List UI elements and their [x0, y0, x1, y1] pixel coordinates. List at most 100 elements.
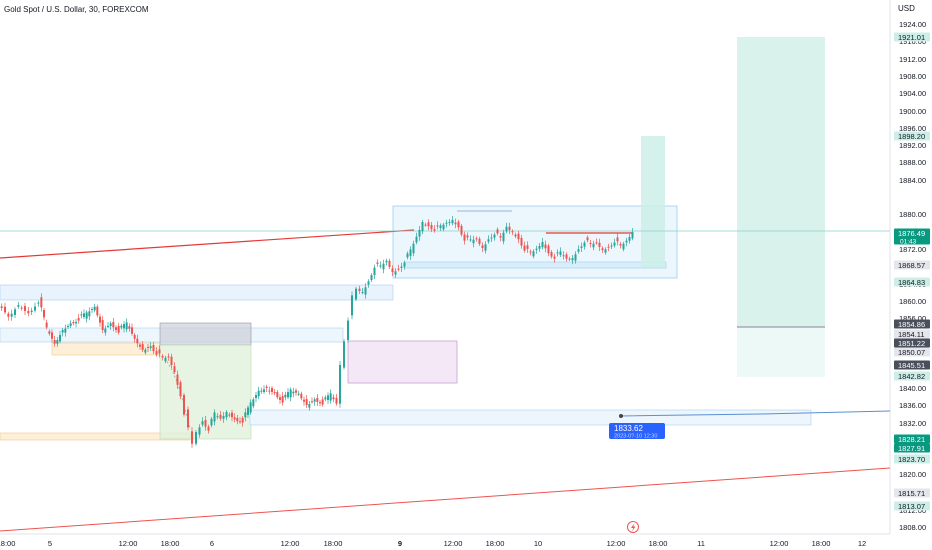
candlesticks[interactable]	[0, 216, 634, 448]
candle-body	[604, 249, 607, 253]
zone-blue-lower[interactable]	[249, 409, 812, 426]
price-badge: 1864.83	[894, 277, 930, 287]
x-tick-label: 12:00	[444, 539, 463, 548]
candle-body	[136, 338, 139, 344]
candle-body	[592, 243, 595, 248]
candle-body	[77, 318, 80, 321]
candle-body	[152, 345, 155, 352]
candle-body	[511, 231, 514, 233]
price-badge-label: 1827.91	[898, 444, 925, 453]
candle-body	[586, 237, 589, 241]
candle-body	[10, 313, 13, 317]
zone-blue-upper[interactable]	[0, 284, 394, 301]
y-tick-label: 1904.00	[899, 89, 926, 98]
y-tick-label: 1924.00	[899, 20, 926, 29]
range-box-inner[interactable]	[403, 261, 667, 269]
candle-body	[149, 346, 152, 348]
candle-body	[562, 255, 565, 257]
candle-body	[56, 340, 59, 344]
trend-lines	[0, 210, 891, 532]
candle-body	[133, 335, 136, 339]
candle-body	[213, 412, 216, 422]
candle-body	[187, 409, 189, 428]
price-badge-label: 1845.51	[898, 361, 925, 370]
x-tick-label: 6	[210, 539, 214, 548]
candle-body	[508, 226, 511, 230]
candle-body	[484, 244, 487, 251]
price-scale[interactable]	[890, 0, 932, 550]
price-annotation[interactable]: 1833.62 2023-0?-10 12:30	[609, 423, 665, 440]
candle-body	[397, 268, 400, 270]
candle-body	[85, 312, 88, 319]
candle-body	[83, 313, 85, 317]
candle-body	[161, 356, 164, 358]
chart-title: Gold Spot / U.S. Dollar, 30, FOREXCOM	[4, 5, 149, 14]
candle-body	[324, 397, 327, 400]
price-badge-label: 1854.11	[898, 330, 925, 339]
y-tick-label: 1896.00	[899, 124, 926, 133]
candle-body	[547, 245, 550, 254]
trend-line-lower[interactable]	[0, 467, 891, 532]
candle-body	[616, 237, 619, 242]
candle-body	[219, 414, 222, 419]
y-tick-label: 1808.00	[899, 523, 926, 532]
target-zone-large[interactable]	[737, 37, 825, 327]
stop-zone-large[interactable]	[737, 327, 825, 377]
candle-body	[0, 306, 3, 309]
candle-body	[556, 252, 559, 254]
candle-body	[210, 418, 213, 426]
candle-body	[439, 225, 442, 228]
candle-body	[279, 397, 281, 400]
candle-body	[463, 234, 466, 241]
y-tick-label: 1872.00	[899, 245, 926, 254]
x-tick-label: 12:00	[770, 539, 789, 548]
trend-line-upper[interactable]	[0, 229, 415, 259]
candle-body	[433, 229, 436, 231]
candle-body	[7, 313, 10, 317]
zone-purple[interactable]	[347, 340, 458, 384]
candle-body	[183, 395, 185, 415]
price-badge: 1815.71	[894, 488, 930, 498]
candle-body	[308, 403, 311, 408]
candle-body	[112, 322, 115, 328]
zone-gray[interactable]	[159, 322, 252, 346]
candle-body	[139, 344, 141, 347]
price-badge-label: 1898.20	[898, 132, 925, 141]
x-tick-label: 12:00	[607, 539, 626, 548]
candle-body	[335, 397, 338, 404]
target-zone-small[interactable]	[641, 136, 665, 267]
candle-body	[257, 390, 260, 397]
candle-body	[303, 399, 305, 402]
candle-body	[628, 237, 631, 241]
ray-line[interactable]	[620, 410, 891, 417]
x-tick-label: 5	[48, 539, 52, 548]
candle-body	[67, 325, 69, 327]
candle-body	[64, 328, 67, 333]
candle-body	[216, 416, 219, 418]
candle-body	[155, 351, 158, 355]
candle-body	[120, 325, 123, 328]
price-badge: 1868.57	[894, 260, 930, 270]
candle-body	[17, 305, 20, 307]
y-tick-label: 1908.00	[899, 72, 926, 81]
annotation-box	[609, 423, 665, 439]
candle-body	[610, 245, 613, 247]
candle-body	[457, 221, 460, 228]
candle-body	[460, 226, 463, 235]
ray-anchor[interactable]	[619, 414, 623, 418]
candle-body	[379, 265, 382, 267]
candle-body	[415, 236, 418, 243]
annotation-date: 2023-0?-10 12:30	[614, 434, 657, 440]
zone-orange-upper[interactable]	[51, 342, 161, 356]
candle-body	[332, 397, 335, 400]
candle-body	[391, 268, 394, 272]
candle-body	[195, 432, 197, 444]
candle-body	[502, 232, 505, 242]
lightning-icon[interactable]	[627, 521, 639, 533]
candle-body	[535, 248, 538, 250]
candle-body	[505, 226, 508, 232]
price-badge: 1850.07	[894, 347, 930, 357]
candle-body	[27, 310, 30, 314]
candle-body	[541, 242, 544, 248]
